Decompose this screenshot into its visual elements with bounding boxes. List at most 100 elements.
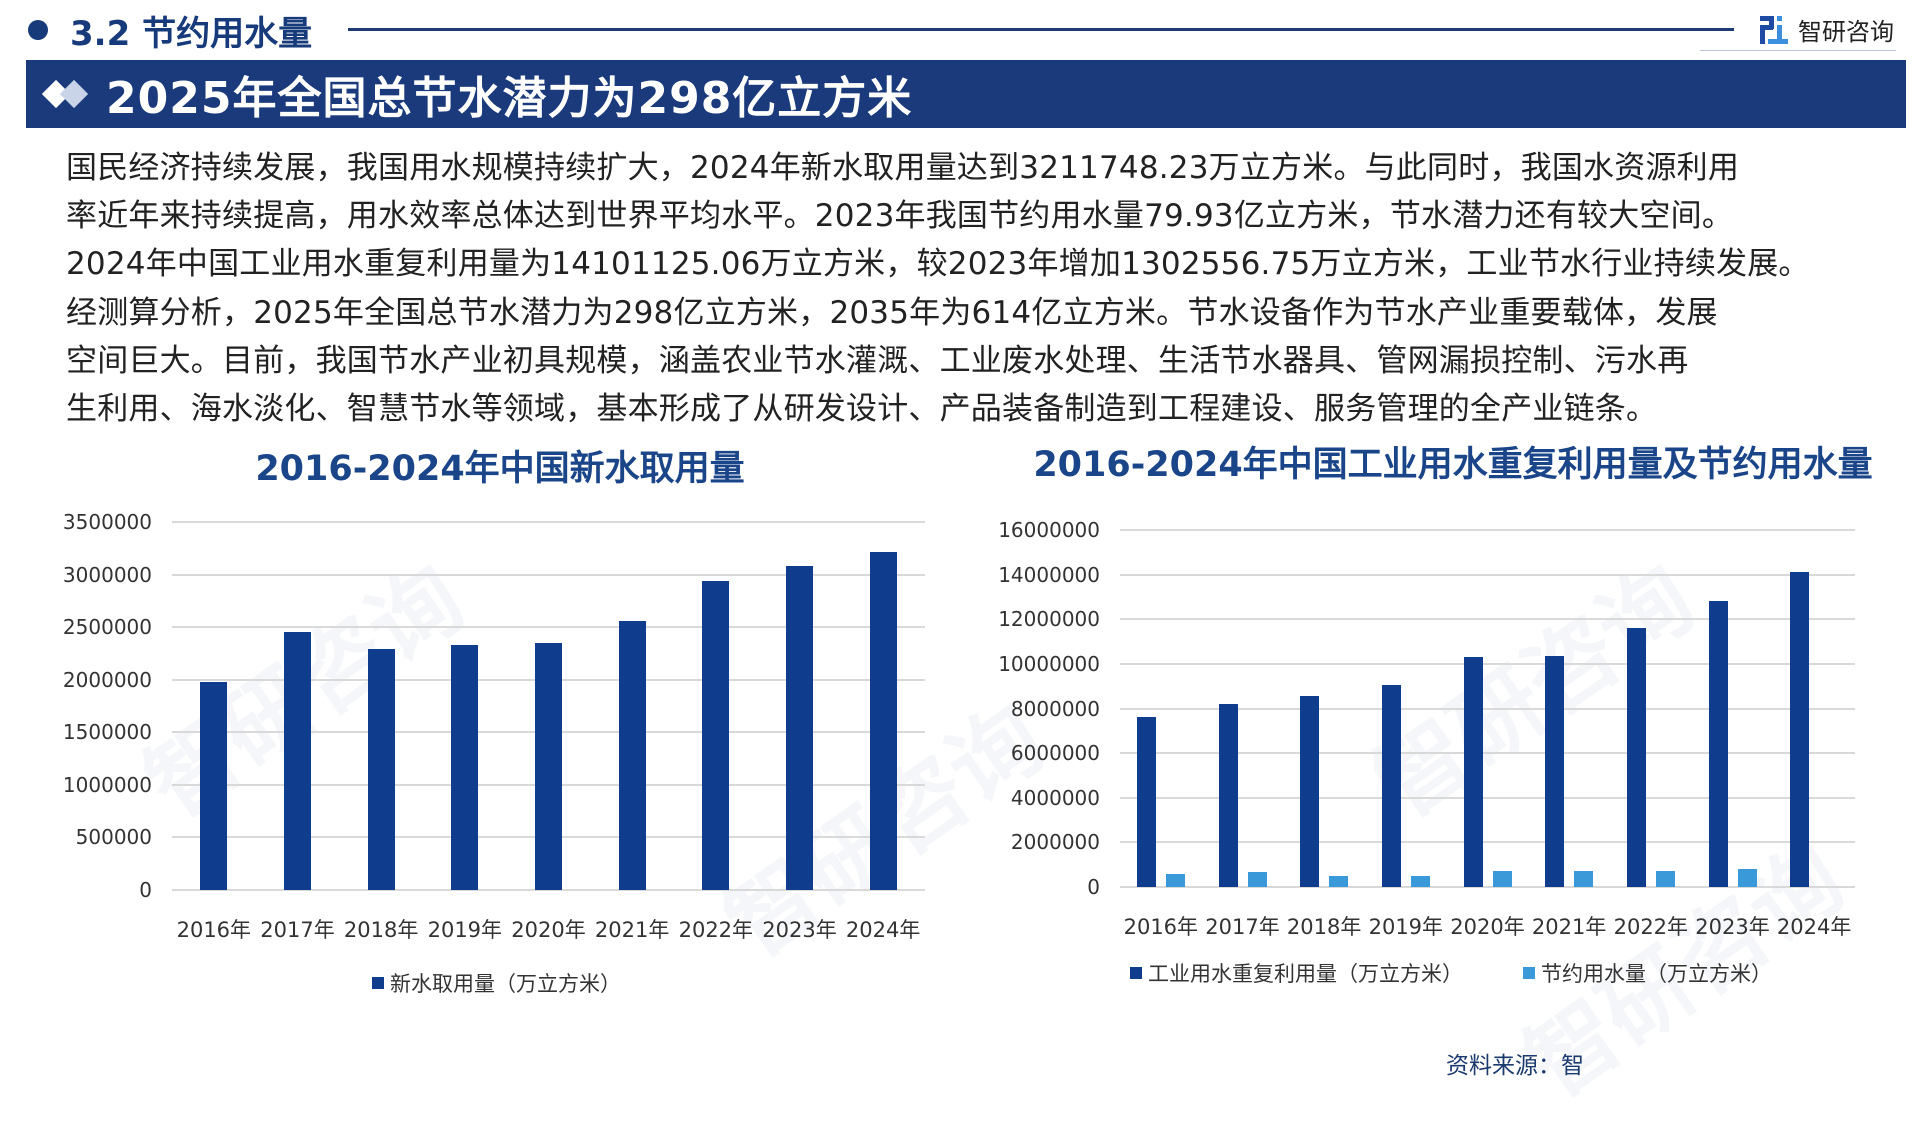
section-header: 3.2 节约用水量 [28,6,312,54]
legend-item: 节约用水量（万立方米） [1523,958,1772,988]
gridline [1120,707,1855,710]
y-axis-tick: 1000000 [62,772,152,797]
bar [1545,656,1565,887]
bar [1329,875,1349,887]
x-axis-tick: 2020年 [1450,915,1525,939]
y-axis-tick: 0 [1087,875,1100,899]
x-axis-tick: 2016年 [176,918,252,942]
bar [367,649,395,890]
gridline [172,889,925,891]
x-axis-tick: 2021年 [594,918,670,942]
y-axis-tick: 12000000 [998,607,1100,632]
x-axis-tick: 2024年 [1776,915,1852,939]
gridline [1120,618,1855,621]
bar [1165,873,1185,887]
gridline [1120,573,1855,576]
x-axis-tick: 2021年 [1531,915,1607,939]
legend-swatch [1130,967,1142,979]
logo-icon [1760,15,1788,44]
bar [1218,704,1238,887]
x-axis-tick: 2020年 [511,918,586,942]
bar [618,621,646,890]
right-chart-title: 2016-2024年中国工业用水重复利用量及节约用水量 [1033,445,1873,485]
gridline [172,573,925,576]
bar [535,643,562,890]
source-note: 资料来源：智 [1446,1053,1584,1079]
y-axis-tick: 1500000 [62,720,152,745]
bar [1247,872,1267,887]
bar [1300,696,1320,887]
x-axis-tick: 2016年 [1123,915,1199,939]
bar [451,645,479,890]
paragraph-line: 2024年中国工业用水重复利用量为14101125.06万立方米，较2023年增… [66,246,1810,283]
gridline [1120,529,1855,531]
paragraph-line: 空间巨大。目前，我国节水产业初具规模，涵盖农业节水灌溉、工业废水处理、生活节水器… [66,342,1689,379]
x-axis-tick: 2018年 [343,918,419,942]
paragraph-line: 经测算分析，2025年全国总节水潜力为298亿立方米，2035年为614亿立方米… [66,294,1718,331]
bar [1381,685,1401,887]
chart-legend: 新水取用量（万立方米） [372,968,621,998]
bar [1737,869,1757,887]
left-chart-title: 2016-2024年中国新水取用量 [255,449,745,489]
bar [869,552,897,890]
y-axis-tick: 14000000 [998,562,1100,587]
x-axis-tick: 2019年 [1368,915,1444,939]
x-axis-tick: 2019年 [427,918,503,942]
chart-legend: 工业用水重复利用量（万立方米） 节约用水量（万立方米） [1130,958,1772,988]
legend-label: 工业用水重复利用量（万立方米） [1148,962,1463,986]
bar [284,632,311,890]
y-axis-tick: 2500000 [62,615,152,640]
x-axis-tick: 2024年 [845,918,921,942]
logo-text: 智研咨询 [1798,18,1894,46]
paragraph-line: 率近年来持续提高，用水效率总体达到世界平均水平。2023年我国节约用水量79.9… [66,198,1734,235]
gridline [1120,796,1855,799]
x-axis-tick: 2017年 [1205,915,1280,939]
gridline [1120,886,1855,888]
gridline [1120,662,1855,665]
x-axis-tick: 2023年 [1695,915,1770,939]
bar [1708,601,1728,887]
y-axis-tick: 8000000 [1010,696,1100,721]
legend-item: 新水取用量（万立方米） [372,968,621,998]
x-axis-tick: 2023年 [762,918,837,942]
page-title: 2025年全国总节水潜力为298亿立方米 [106,73,913,124]
x-axis-tick: 2022年 [1613,915,1689,939]
y-axis-tick: 6000000 [1010,741,1100,766]
bar [1136,717,1156,887]
logo-underline [1700,50,1896,51]
bar [1492,871,1512,887]
y-axis-tick: 2000000 [62,667,152,692]
gridline [1120,752,1855,755]
legend-item: 工业用水重复利用量（万立方米） [1130,958,1463,988]
legend-label: 新水取用量（万立方米） [390,972,621,996]
bar [1574,870,1594,887]
legend-swatch [1523,967,1535,979]
gridline [1120,841,1855,844]
y-axis-tick: 0 [139,878,152,902]
body-paragraph: 国民经济持续发展，我国用水规模持续扩大，2024年新水取用量达到3211748.… [66,144,1866,433]
bar [1790,572,1810,887]
paragraph-line: 国民经济持续发展，我国用水规模持续扩大，2024年新水取用量达到3211748.… [66,150,1740,186]
bar [1655,871,1675,887]
bar [1410,876,1430,887]
paragraph-line: 生利用、海水淡化、智慧节水等领域，基本形成了从研发设计、产品装备制造到工程建设、… [66,391,1658,428]
bar [1626,628,1646,887]
y-axis-tick: 500000 [75,825,152,850]
x-axis-tick: 2018年 [1286,915,1362,939]
gridline [172,626,925,629]
diamond-icon [41,79,92,109]
y-axis-tick: 10000000 [998,651,1100,676]
x-axis-tick: 2022年 [678,918,754,942]
y-axis-tick: 16000000 [998,518,1100,542]
bar [702,580,730,890]
title-banner: 2025年全国总节水潜力为298亿立方米 [26,60,1906,128]
y-axis-tick: 2000000 [1010,830,1100,855]
section-title: 3.2 节约用水量 [70,13,313,54]
legend-swatch [372,977,384,989]
bar [786,566,813,890]
header-divider [348,28,1734,31]
legend-label: 节约用水量（万立方米） [1541,962,1772,986]
brand-logo: 智研咨询 [1760,12,1894,47]
bar [1463,657,1483,887]
y-axis-tick: 4000000 [1010,785,1100,810]
